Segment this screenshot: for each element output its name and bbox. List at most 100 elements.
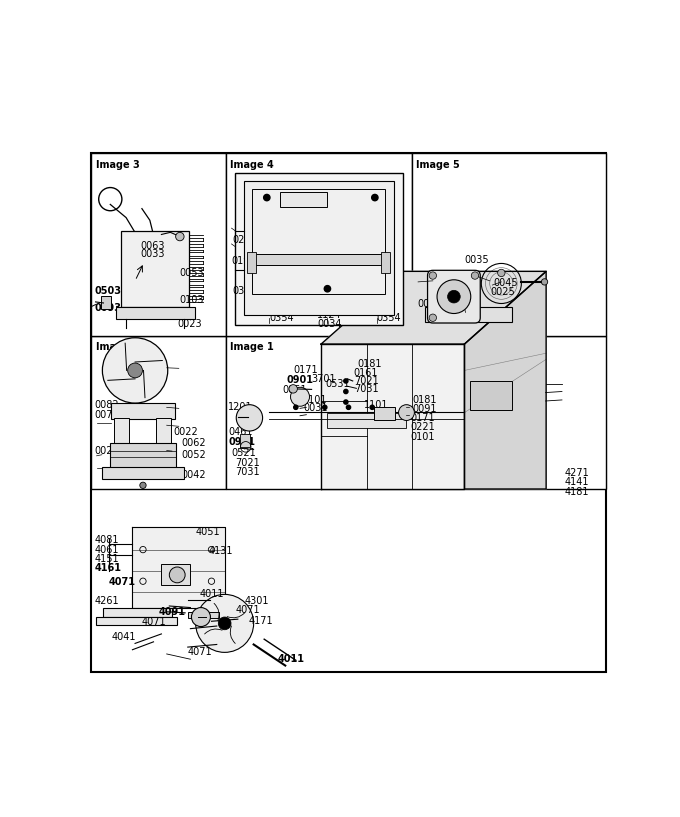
Text: 4071: 4071 [142, 618, 167, 627]
Circle shape [398, 404, 414, 421]
Circle shape [447, 290, 460, 303]
Text: 4151: 4151 [95, 554, 119, 564]
Text: 4141: 4141 [564, 477, 589, 487]
Text: 0171: 0171 [411, 413, 435, 423]
Circle shape [370, 405, 374, 409]
Bar [226, 154, 412, 336]
Text: 0503: 0503 [95, 287, 122, 297]
Text: 0034: 0034 [317, 319, 341, 329]
Circle shape [429, 272, 437, 279]
Bar [381, 252, 390, 273]
Text: 0171: 0171 [293, 365, 318, 376]
Text: 0161: 0161 [354, 368, 378, 377]
Circle shape [289, 385, 297, 393]
Bar [188, 612, 220, 618]
Bar [241, 434, 250, 447]
Text: 4181: 4181 [564, 487, 589, 497]
Text: Image 3: Image 3 [95, 159, 139, 170]
Text: 0034: 0034 [265, 227, 290, 238]
Circle shape [128, 363, 142, 377]
Text: 4161: 4161 [95, 563, 122, 573]
Text: 4041: 4041 [112, 632, 136, 641]
Bar [112, 403, 175, 419]
Text: 1124: 1124 [317, 310, 341, 320]
Text: 0181: 0181 [357, 359, 381, 369]
Polygon shape [321, 344, 464, 489]
Text: 0031: 0031 [304, 404, 328, 413]
Text: Image 2: Image 2 [95, 342, 139, 352]
Text: 7031: 7031 [354, 384, 378, 395]
Text: 4071: 4071 [235, 605, 260, 615]
Bar [161, 565, 190, 586]
Circle shape [192, 608, 210, 627]
Circle shape [218, 617, 231, 630]
Text: 0461: 0461 [228, 426, 253, 436]
Text: 0354: 0354 [233, 287, 257, 297]
Circle shape [344, 390, 348, 394]
Text: 4101: 4101 [303, 395, 327, 405]
Text: 0034: 0034 [243, 227, 268, 238]
Text: Image 1: Image 1 [231, 342, 274, 352]
Text: 0045: 0045 [494, 279, 518, 288]
Text: 0474: 0474 [311, 231, 336, 241]
Bar [95, 617, 177, 626]
Text: 0901: 0901 [286, 375, 313, 385]
Circle shape [429, 314, 437, 321]
Circle shape [264, 194, 270, 201]
Bar [110, 443, 176, 468]
Circle shape [323, 405, 327, 409]
Circle shape [294, 405, 298, 409]
Circle shape [437, 279, 471, 314]
Bar [226, 336, 606, 489]
Text: 0101: 0101 [411, 432, 435, 442]
Text: 1101: 1101 [364, 400, 389, 410]
FancyBboxPatch shape [428, 270, 480, 323]
Text: 4071: 4071 [109, 578, 136, 587]
Bar [252, 254, 386, 265]
Polygon shape [133, 528, 224, 608]
Text: 0051: 0051 [283, 386, 307, 395]
Text: 0072: 0072 [95, 409, 119, 420]
Text: 4011: 4011 [277, 654, 305, 664]
Text: 0062: 0062 [181, 438, 205, 449]
Text: 0091: 0091 [413, 404, 437, 414]
Text: 4071: 4071 [188, 647, 212, 658]
Bar [102, 467, 184, 479]
Circle shape [169, 567, 185, 583]
Circle shape [175, 232, 184, 241]
Text: 4261: 4261 [95, 596, 119, 606]
Circle shape [344, 400, 348, 404]
Bar [425, 307, 512, 322]
Text: 0354: 0354 [269, 313, 294, 323]
Text: Image 4: Image 4 [231, 159, 274, 170]
Bar [412, 154, 606, 336]
Text: 0221: 0221 [411, 422, 435, 432]
Text: 4011: 4011 [200, 589, 224, 600]
Bar [244, 181, 394, 315]
Text: 7021: 7021 [235, 458, 260, 468]
Circle shape [344, 379, 348, 383]
Text: 1134: 1134 [265, 234, 290, 245]
Circle shape [236, 404, 262, 431]
Circle shape [196, 595, 254, 652]
Text: 4301: 4301 [244, 596, 269, 606]
Circle shape [103, 337, 168, 403]
Circle shape [140, 482, 146, 489]
Text: 0531: 0531 [325, 379, 350, 389]
Bar [280, 192, 328, 207]
Text: 0082: 0082 [95, 400, 119, 410]
Text: 0025: 0025 [491, 288, 515, 297]
Text: 3701: 3701 [311, 374, 336, 384]
Text: 4091: 4091 [158, 607, 186, 617]
Text: 0063: 0063 [140, 241, 165, 251]
Bar [235, 173, 403, 324]
Bar [248, 252, 256, 273]
Circle shape [346, 405, 351, 409]
Text: 0015: 0015 [417, 299, 441, 309]
Text: 4271: 4271 [564, 467, 590, 478]
Bar [156, 417, 171, 447]
Bar [116, 307, 194, 319]
Polygon shape [464, 271, 546, 489]
Text: 0022: 0022 [173, 426, 199, 436]
Text: 4051: 4051 [196, 527, 220, 537]
